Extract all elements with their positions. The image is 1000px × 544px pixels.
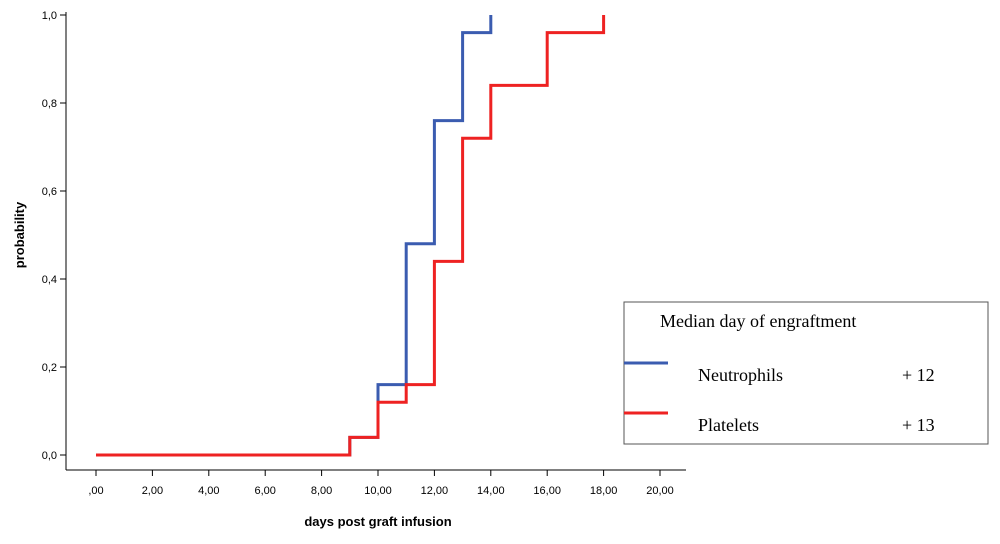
- legend-value-neutrophils: + 12: [902, 365, 935, 385]
- legend: Median day of engraftment Neutrophils + …: [623, 301, 989, 445]
- x-tick-label: 18,00: [590, 485, 618, 497]
- x-tick-label: 12,00: [421, 485, 449, 497]
- y-axis-title: probability: [12, 201, 27, 268]
- y-tick-label: 0,6: [42, 186, 57, 198]
- legend-value-platelets: + 13: [902, 415, 935, 435]
- legend-title: Median day of engraftment: [660, 311, 856, 331]
- x-tick-label: 2,00: [142, 485, 163, 497]
- y-tick-label: 0,4: [42, 274, 57, 286]
- x-axis-title: days post graft infusion: [304, 514, 451, 529]
- series-line-platelets: [96, 15, 606, 457]
- x-tick-label: 10,00: [364, 485, 392, 497]
- x-tick-label: 6,00: [254, 485, 275, 497]
- x-tick-label: 8,00: [311, 485, 332, 497]
- x-tick-label: ,00: [88, 485, 103, 497]
- x-tick-label: 20,00: [646, 485, 674, 497]
- x-tick-label: 4,00: [198, 485, 219, 497]
- series-line-neutrophils: [96, 15, 493, 457]
- y-tick-label: 1,0: [42, 10, 57, 22]
- legend-label-neutrophils: Neutrophils: [698, 365, 783, 385]
- y-tick-label: 0,8: [42, 98, 57, 110]
- y-tick-label: 0,0: [42, 450, 57, 462]
- x-axis-ticks: ,00 2,00 4,00 6,00 8,00 10,00 12,00 14,00 16,00 1…: [88, 470, 674, 497]
- y-axis-ticks: 0,0 0,2 0,4 0,6 0,8 1,0: [42, 10, 66, 462]
- legend-label-platelets: Platelets: [698, 415, 759, 435]
- x-tick-label: 16,00: [533, 485, 561, 497]
- series-layer: [96, 15, 606, 457]
- legend-box: [623, 301, 989, 445]
- x-tick-label: 14,00: [477, 485, 505, 497]
- y-tick-label: 0,2: [42, 362, 57, 374]
